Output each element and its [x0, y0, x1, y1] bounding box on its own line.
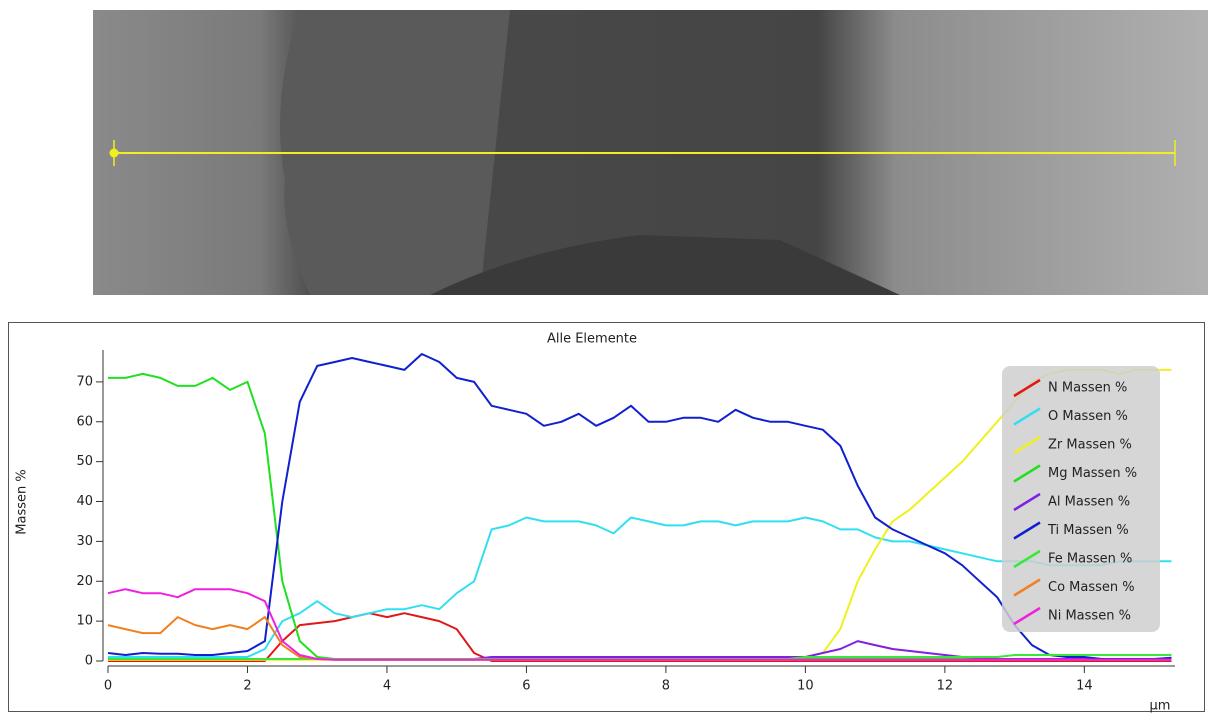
legend-label: Zr Massen % [1048, 438, 1132, 453]
x-tick-label: 12 [937, 679, 954, 694]
legend-label: Mg Massen % [1048, 466, 1137, 481]
legend [1002, 366, 1160, 632]
y-tick-label: 20 [76, 574, 93, 589]
legend-swatch [1013, 578, 1041, 597]
x-tick-label: 6 [522, 679, 530, 694]
x-tick-label: 4 [383, 679, 391, 694]
y-tick-label: 10 [76, 614, 93, 629]
legend-swatch [1013, 435, 1041, 455]
y-tick-label: 30 [76, 534, 93, 549]
legend-swatch [1013, 606, 1041, 626]
sem-image [93, 10, 1208, 295]
legend-label: Fe Massen % [1048, 552, 1132, 567]
legend-label: Ni Massen % [1048, 609, 1131, 624]
legend-swatch [1013, 407, 1041, 426]
x-tick-label: 0 [104, 679, 112, 694]
x-tick-label: 2 [243, 679, 251, 694]
x-tick-label: 10 [797, 679, 814, 694]
legend-label: Ti Massen % [1047, 523, 1129, 538]
y-tick-label: 60 [76, 414, 93, 429]
legend-swatch [1013, 549, 1041, 569]
plot [107, 353, 1172, 662]
legend-label: N Massen % [1048, 381, 1127, 396]
series-line [107, 353, 1172, 660]
y-tick-label: 40 [76, 494, 93, 509]
legend-label: Co Massen % [1048, 580, 1135, 595]
x-tick-label: 14 [1076, 679, 1093, 694]
series-line [108, 516, 1172, 658]
series-line [108, 612, 1172, 662]
x-axis-label: µm [1150, 699, 1171, 714]
y-tick-label: 0 [85, 654, 93, 669]
image-grain [430, 235, 900, 295]
legend-swatch [1013, 378, 1041, 398]
series-line [107, 588, 1172, 661]
legend-swatch [1013, 464, 1041, 483]
legend-label: O Massen % [1048, 409, 1128, 424]
legend-swatch [1013, 521, 1041, 540]
chart-title: Alle Elemente [547, 332, 637, 347]
legend-swatch [1013, 492, 1041, 512]
x-tick-label: 8 [662, 679, 670, 694]
y-tick-label: 70 [76, 374, 93, 389]
scan-start [109, 148, 119, 158]
y-axis-label: Massen % [15, 469, 30, 534]
y-tick-label: 50 [76, 454, 93, 469]
legend-label: Al Massen % [1048, 495, 1130, 510]
